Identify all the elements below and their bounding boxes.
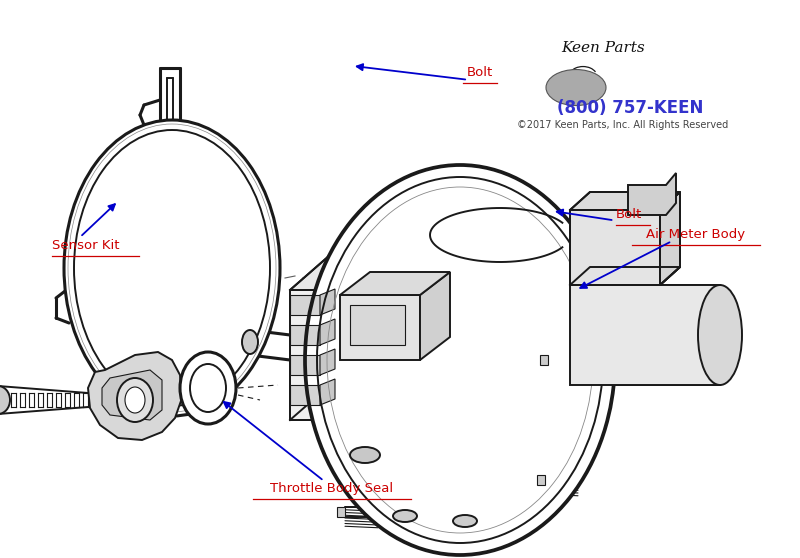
Ellipse shape [0, 386, 10, 414]
Polygon shape [570, 192, 680, 210]
Ellipse shape [74, 130, 270, 406]
Polygon shape [290, 290, 450, 420]
Polygon shape [290, 255, 490, 290]
Text: Throttle Body Seal: Throttle Body Seal [270, 482, 394, 495]
Polygon shape [320, 349, 335, 375]
Text: Bolt: Bolt [616, 208, 642, 222]
Ellipse shape [453, 515, 477, 527]
Polygon shape [320, 289, 335, 315]
Polygon shape [290, 385, 490, 420]
Ellipse shape [190, 364, 226, 412]
Polygon shape [628, 173, 676, 215]
Polygon shape [290, 295, 320, 315]
Polygon shape [88, 352, 182, 440]
Polygon shape [660, 192, 680, 285]
Text: Air Meter Body: Air Meter Body [646, 228, 746, 241]
Polygon shape [102, 370, 162, 420]
Polygon shape [340, 295, 420, 360]
Polygon shape [420, 272, 450, 360]
Ellipse shape [125, 387, 145, 413]
Ellipse shape [393, 510, 417, 522]
Polygon shape [570, 267, 680, 285]
Ellipse shape [242, 330, 258, 354]
Text: Bolt: Bolt [467, 66, 493, 79]
Polygon shape [290, 325, 320, 345]
Ellipse shape [350, 447, 380, 463]
Text: Keen Parts: Keen Parts [561, 41, 645, 55]
Polygon shape [320, 379, 335, 405]
Ellipse shape [546, 70, 606, 105]
Ellipse shape [64, 120, 280, 416]
Ellipse shape [180, 352, 236, 424]
Polygon shape [570, 210, 660, 285]
Polygon shape [340, 272, 450, 295]
Polygon shape [350, 305, 405, 345]
Ellipse shape [698, 285, 742, 385]
Ellipse shape [117, 378, 153, 422]
Polygon shape [570, 285, 720, 385]
Polygon shape [537, 475, 545, 485]
Text: Sensor Kit: Sensor Kit [52, 239, 119, 252]
Text: (800) 757-KEEN: (800) 757-KEEN [557, 99, 703, 117]
Polygon shape [337, 507, 345, 517]
Text: ©2017 Keen Parts, Inc. All Rights Reserved: ©2017 Keen Parts, Inc. All Rights Reserv… [518, 119, 729, 129]
Polygon shape [320, 319, 335, 345]
Ellipse shape [305, 165, 615, 555]
Polygon shape [290, 385, 320, 405]
Polygon shape [540, 355, 548, 365]
Polygon shape [450, 255, 490, 420]
Polygon shape [290, 355, 320, 375]
